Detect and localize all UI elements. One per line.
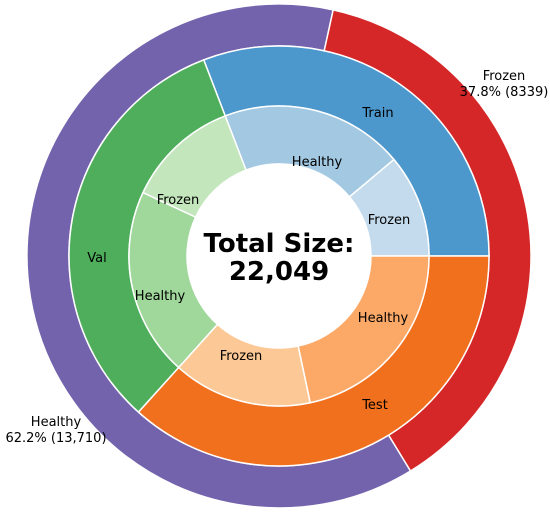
middle-label-test: Test: [361, 398, 388, 413]
frozen-annotation-value: 37.8% (8339): [460, 85, 549, 100]
frozen-annotation-label: Frozen: [483, 69, 526, 84]
inner-label-val-frozen: Frozen: [157, 193, 200, 208]
inner-label-test-frozen: Frozen: [220, 349, 263, 364]
inner-label-train-healthy: Healthy: [292, 155, 343, 170]
center-total: 22,049: [229, 257, 329, 287]
segment-labels: Train Test Val Healthy Frozen Healthy Frozen He…: [87, 106, 410, 413]
healthy-annotation-value: 62.2% (13,710): [5, 431, 106, 446]
inner-ring: [128, 105, 430, 407]
inner-label-val-healthy: Healthy: [135, 289, 186, 304]
center-title: Total Size:: [204, 229, 355, 259]
middle-label-val: Val: [87, 251, 106, 266]
center-hole: [187, 164, 371, 348]
inner-label-test-healthy: Healthy: [358, 311, 409, 326]
inner-label-train-frozen: Frozen: [368, 213, 411, 228]
middle-label-train: Train: [361, 106, 393, 121]
healthy-annotation-label: Healthy: [31, 415, 82, 430]
